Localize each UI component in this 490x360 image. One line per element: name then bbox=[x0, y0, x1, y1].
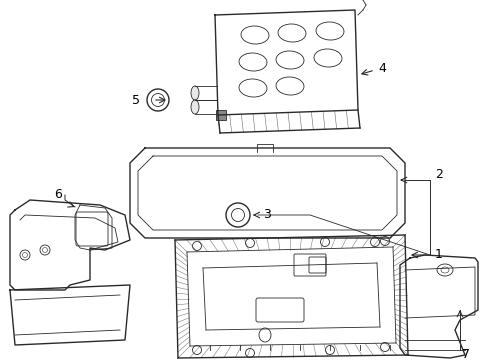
Ellipse shape bbox=[191, 100, 199, 114]
Ellipse shape bbox=[191, 86, 199, 100]
Text: 3: 3 bbox=[263, 208, 271, 221]
Bar bbox=[216, 110, 226, 120]
Text: 2: 2 bbox=[435, 168, 443, 181]
Text: 5: 5 bbox=[132, 94, 140, 107]
Text: 4: 4 bbox=[378, 62, 386, 75]
Text: 6: 6 bbox=[54, 189, 62, 202]
Text: 1: 1 bbox=[435, 248, 443, 261]
Text: 7: 7 bbox=[462, 348, 470, 360]
